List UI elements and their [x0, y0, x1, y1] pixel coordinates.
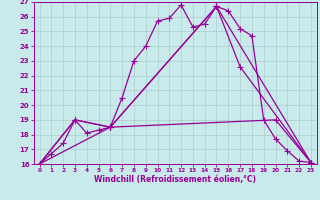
- X-axis label: Windchill (Refroidissement éolien,°C): Windchill (Refroidissement éolien,°C): [94, 175, 256, 184]
